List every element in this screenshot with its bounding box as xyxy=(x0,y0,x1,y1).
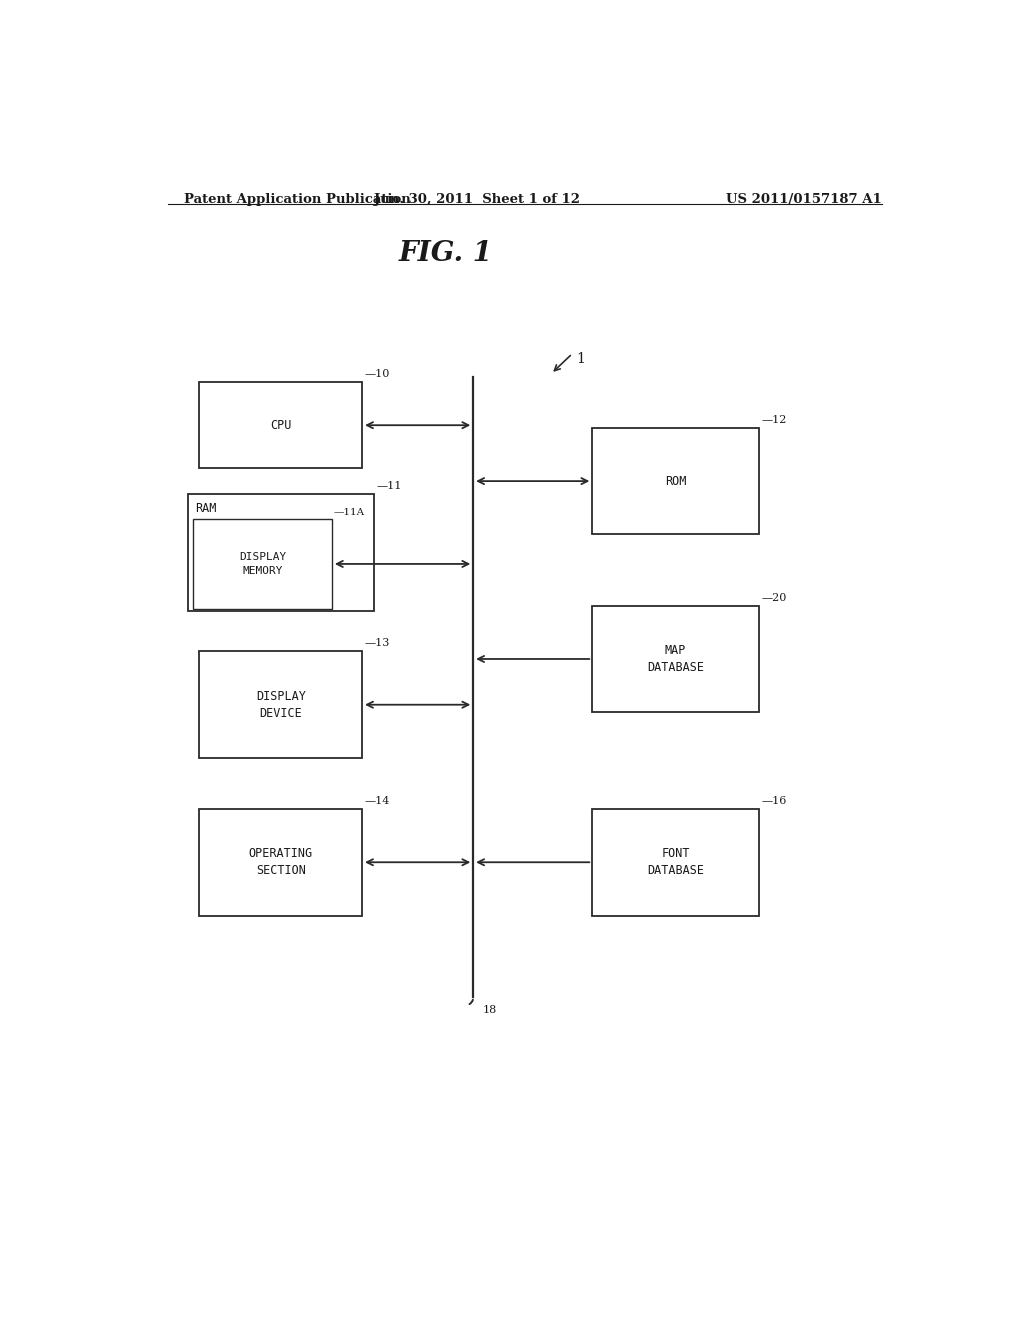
Text: DISPLAY
MEMORY: DISPLAY MEMORY xyxy=(239,552,286,576)
Text: —12: —12 xyxy=(761,414,786,425)
Bar xyxy=(194,519,332,609)
Text: —20: —20 xyxy=(761,593,786,602)
Text: —13: —13 xyxy=(365,639,390,648)
Text: FIG. 1: FIG. 1 xyxy=(398,240,493,267)
Text: 1: 1 xyxy=(577,351,586,366)
Text: RAM: RAM xyxy=(196,502,217,515)
Text: —11: —11 xyxy=(377,480,401,491)
Bar xyxy=(592,606,759,713)
Text: US 2011/0157187 A1: US 2011/0157187 A1 xyxy=(726,193,882,206)
Bar xyxy=(187,494,374,611)
Bar xyxy=(200,809,362,916)
Bar xyxy=(592,428,759,535)
Bar xyxy=(592,809,759,916)
Text: —11A: —11A xyxy=(334,508,365,517)
Text: Patent Application Publication: Patent Application Publication xyxy=(183,193,411,206)
Text: MAP
DATABASE: MAP DATABASE xyxy=(647,644,705,675)
Text: —16: —16 xyxy=(761,796,786,805)
Text: CPU: CPU xyxy=(270,418,292,432)
Text: FONT
DATABASE: FONT DATABASE xyxy=(647,847,705,878)
Text: 18: 18 xyxy=(482,1005,497,1015)
Bar xyxy=(200,651,362,758)
Text: Jun. 30, 2011  Sheet 1 of 12: Jun. 30, 2011 Sheet 1 of 12 xyxy=(374,193,581,206)
Text: DISPLAY
DEVICE: DISPLAY DEVICE xyxy=(256,690,306,719)
Text: OPERATING
SECTION: OPERATING SECTION xyxy=(249,847,312,878)
Text: —14: —14 xyxy=(365,796,390,805)
Text: —10: —10 xyxy=(365,370,390,379)
Text: ROM: ROM xyxy=(665,475,686,487)
Bar xyxy=(200,381,362,469)
